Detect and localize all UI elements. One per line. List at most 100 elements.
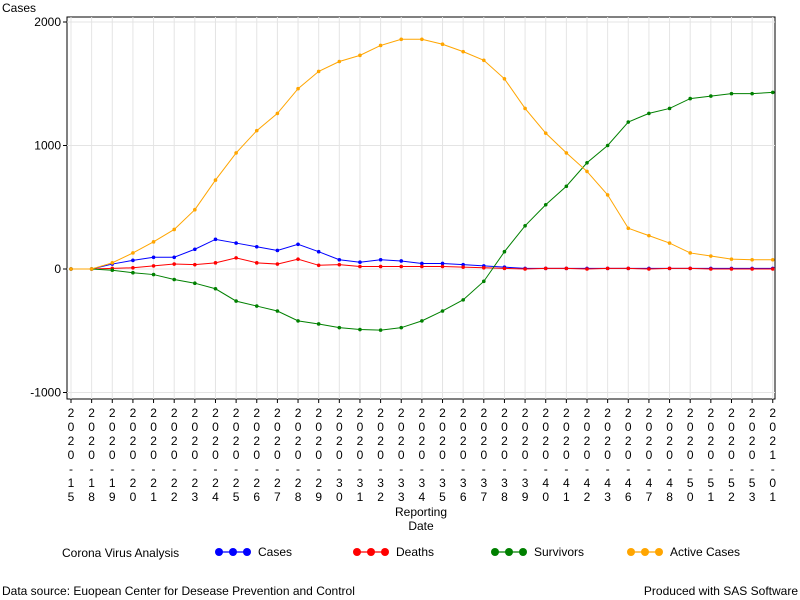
x-tick-label: 2 0 2 0 -1 8 bbox=[88, 406, 95, 504]
x-tick-label: 2 0 2 0 -2 8 bbox=[295, 406, 302, 504]
y-tick-label: 2000 bbox=[34, 15, 61, 29]
point-deaths bbox=[213, 261, 218, 265]
x-tick-label: 2 0 2 0 -4 8 bbox=[666, 406, 673, 504]
point-cases bbox=[296, 242, 300, 247]
point-deaths bbox=[770, 267, 775, 271]
point-survivors bbox=[709, 94, 713, 98]
x-tick-label: 2 0 2 0 -3 7 bbox=[480, 406, 487, 504]
point-active-cases bbox=[358, 53, 362, 58]
legend-marker-survivors bbox=[491, 548, 499, 556]
point-active-cases bbox=[770, 257, 775, 262]
point-survivors bbox=[296, 319, 300, 323]
x-axis-label-line1: Reporting bbox=[395, 505, 447, 519]
x-tick-label: 2 0 2 0 -4 3 bbox=[604, 406, 611, 504]
point-active-cases bbox=[750, 257, 754, 262]
point-deaths bbox=[564, 266, 569, 271]
point-deaths bbox=[440, 264, 445, 269]
point-cases bbox=[234, 241, 238, 245]
point-cases bbox=[420, 261, 424, 266]
x-tick-label: 2 0 2 0 -3 6 bbox=[460, 406, 467, 504]
x-tick-label: 2 0 2 0 -1 5 bbox=[68, 406, 75, 504]
point-active-cases bbox=[564, 151, 569, 155]
point-active-cases bbox=[440, 42, 445, 47]
legend-marker-active-cases bbox=[655, 548, 663, 556]
point-deaths bbox=[337, 262, 342, 267]
x-tick-label: 2 0 2 0 -2 0 bbox=[130, 406, 137, 504]
point-deaths bbox=[378, 264, 383, 269]
point-active-cases bbox=[709, 254, 713, 258]
point-deaths bbox=[750, 267, 754, 271]
legend-marker-active-cases bbox=[641, 548, 649, 556]
point-cases bbox=[131, 258, 135, 263]
point-survivors bbox=[482, 279, 486, 284]
x-tick-label: 2 0 2 0 -2 7 bbox=[274, 406, 281, 504]
x-tick-label: 2 0 2 0 -5 1 bbox=[707, 406, 714, 504]
point-deaths bbox=[729, 267, 734, 271]
x-tick-label: 2 0 2 0 -2 5 bbox=[233, 406, 240, 504]
grid-layer bbox=[67, 17, 775, 399]
point-active-cases bbox=[234, 151, 238, 155]
point-survivors bbox=[543, 202, 548, 207]
point-active-cases bbox=[543, 131, 548, 135]
point-deaths bbox=[296, 257, 300, 261]
point-active-cases bbox=[647, 233, 651, 238]
x-tick-label: 2 0 2 0 -2 1 bbox=[150, 406, 157, 504]
point-cases bbox=[151, 255, 156, 260]
point-active-cases bbox=[316, 69, 321, 74]
point-survivors bbox=[667, 106, 672, 111]
point-active-cases bbox=[729, 257, 734, 261]
point-active-cases bbox=[523, 106, 527, 111]
x-tick-label: 2 0 2 0 -4 7 bbox=[646, 406, 653, 504]
point-deaths bbox=[172, 262, 176, 266]
point-cases bbox=[254, 244, 259, 249]
point-survivors bbox=[275, 309, 280, 313]
point-active-cases bbox=[502, 77, 507, 81]
legend-marker-survivors bbox=[519, 548, 527, 556]
x-tick-label: 2 0 2 0 -3 8 bbox=[501, 406, 508, 504]
point-survivors bbox=[626, 120, 631, 124]
point-survivors bbox=[378, 328, 383, 332]
point-active-cases bbox=[461, 49, 465, 54]
y-tick-label: 0 bbox=[54, 262, 61, 276]
x-tick-label: 2 0 2 0 -2 6 bbox=[253, 406, 260, 504]
point-survivors bbox=[564, 184, 569, 189]
point-deaths bbox=[523, 267, 527, 271]
x-tick-label: 2 0 2 0 -3 0 bbox=[336, 406, 343, 504]
point-survivors bbox=[647, 111, 651, 116]
point-cases bbox=[213, 237, 218, 242]
x-tick-label: 2 0 2 0 -4 0 bbox=[542, 406, 549, 504]
x-tick-label: 2 0 2 0 -5 0 bbox=[687, 406, 694, 504]
point-cases bbox=[275, 248, 280, 253]
point-survivors bbox=[461, 298, 465, 302]
legend-label-survivors: Survivors bbox=[534, 545, 584, 559]
point-active-cases bbox=[275, 111, 280, 116]
point-survivors bbox=[585, 160, 589, 165]
point-survivors bbox=[502, 249, 507, 254]
x-tick-label: 2 0 2 0 -2 2 bbox=[171, 406, 178, 504]
point-active-cases bbox=[420, 37, 424, 42]
point-deaths bbox=[358, 264, 362, 269]
x-tick-label: 2 0 2 0 -3 2 bbox=[377, 406, 384, 504]
y-axis-label: Cases bbox=[2, 1, 36, 15]
y-tick-label: -1000 bbox=[30, 386, 61, 400]
x-tick-label: 2 0 2 1 -0 1 bbox=[769, 406, 776, 504]
point-survivors bbox=[337, 325, 342, 330]
point-active-cases bbox=[193, 207, 197, 212]
legend-marker-deaths bbox=[353, 548, 361, 556]
point-active-cases bbox=[89, 267, 94, 271]
legend-marker-active-cases bbox=[627, 548, 635, 556]
x-tick-label: 2 0 2 0 -5 3 bbox=[749, 406, 756, 504]
legend-marker-deaths bbox=[381, 548, 389, 556]
point-deaths bbox=[151, 264, 156, 268]
point-deaths bbox=[605, 266, 610, 271]
point-active-cases bbox=[110, 261, 115, 265]
legend-label-active-cases: Active Cases bbox=[670, 545, 740, 559]
point-active-cases bbox=[213, 178, 218, 182]
point-active-cases bbox=[482, 58, 486, 63]
point-active-cases bbox=[131, 251, 135, 255]
x-tick-label: 2 0 2 0 -3 4 bbox=[419, 406, 426, 504]
legend-marker-cases bbox=[215, 548, 223, 556]
legend-marker-deaths bbox=[367, 548, 375, 556]
point-deaths bbox=[193, 262, 197, 267]
